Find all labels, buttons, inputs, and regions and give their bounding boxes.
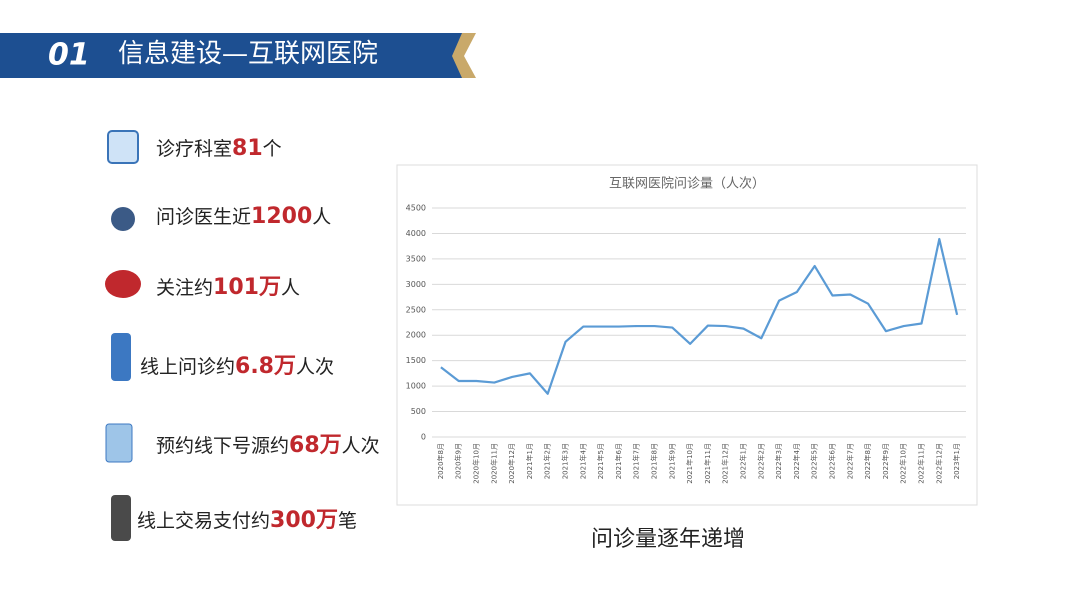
stat-line: 线上问诊约6.8万人次 xyxy=(140,354,334,379)
y-tick-label: 3500 xyxy=(406,254,426,263)
y-tick-label: 1500 xyxy=(406,356,426,365)
stat-suffix: 笔 xyxy=(338,510,357,532)
x-tick-label: 2022年11月 xyxy=(917,443,926,484)
x-tick-label: 2021年4月 xyxy=(578,443,587,479)
x-tick-label: 2021年5月 xyxy=(596,443,605,479)
icon-payment xyxy=(111,495,131,541)
stat-line: 问诊医生近1200人 xyxy=(156,204,331,229)
icon-document xyxy=(107,130,139,164)
x-tick-label: 2022年2月 xyxy=(756,443,765,479)
stat-line: 线上交易支付约300万笔 xyxy=(137,508,357,533)
stat-prefix: 问诊医生近 xyxy=(156,206,251,228)
stat-figure: 68万 xyxy=(289,433,342,458)
x-tick-label: 2021年1月 xyxy=(525,443,534,479)
x-tick-label: 2021年3月 xyxy=(561,443,570,479)
x-tick-label: 2022年6月 xyxy=(828,443,837,479)
x-tick-label: 2022年10月 xyxy=(899,443,908,484)
stat-line: 预约线下号源约68万人次 xyxy=(156,433,380,458)
stat-figure: 300万 xyxy=(270,508,338,533)
icon-booking xyxy=(105,423,133,463)
stat-line: 诊疗科室81个 xyxy=(156,136,282,161)
x-tick-label: 2021年9月 xyxy=(667,443,676,479)
data-line xyxy=(440,237,959,395)
y-tick-label: 2000 xyxy=(406,331,426,340)
stat-figure: 101万 xyxy=(213,275,281,300)
stat-prefix: 线上交易支付约 xyxy=(137,510,270,532)
y-tick-label: 0 xyxy=(421,433,426,442)
header-title: 信息建设—互联网医院 xyxy=(118,39,378,69)
header-chevron xyxy=(452,33,476,78)
stat-line: 关注约101万人 xyxy=(156,275,300,300)
stat-figure: 1200 xyxy=(251,204,312,229)
icons xyxy=(105,130,141,541)
y-tick-label: 500 xyxy=(411,407,426,416)
chart-caption: 问诊量逐年递增 xyxy=(591,527,745,552)
stat-prefix: 诊疗科室 xyxy=(156,138,232,160)
icon-heart xyxy=(105,270,141,298)
y-tick-label: 2500 xyxy=(406,305,426,314)
x-tick-label: 2021年12月 xyxy=(721,443,730,484)
x-tick-label: 2022年3月 xyxy=(774,443,783,479)
icon-doctor xyxy=(111,207,135,231)
x-tick-label: 2022年8月 xyxy=(863,443,872,479)
x-tick-label: 2021年10月 xyxy=(685,443,694,484)
stat-figure: 81 xyxy=(232,136,263,161)
header-number: 01 xyxy=(48,38,90,73)
stat-suffix: 人 xyxy=(281,277,300,299)
x-tick-label: 2021年8月 xyxy=(650,443,659,479)
stat-suffix: 个 xyxy=(263,138,282,160)
stat-prefix: 线上问诊约 xyxy=(140,356,235,378)
x-tick-label: 2020年8月 xyxy=(436,443,445,479)
x-tick-label: 2023年1月 xyxy=(952,443,961,479)
chart-title: 互联网医院问诊量（人次） xyxy=(609,176,765,192)
x-tick-label: 2022年4月 xyxy=(792,443,801,479)
x-tick-label: 2022年1月 xyxy=(739,443,748,479)
x-tick-label: 2022年7月 xyxy=(845,443,854,479)
stat-suffix: 人 xyxy=(312,206,331,228)
x-tick-label: 2021年11月 xyxy=(703,443,712,484)
x-tick-label: 2020年9月 xyxy=(454,443,463,479)
x-tick-label: 2021年2月 xyxy=(543,443,552,479)
y-tick-label: 4500 xyxy=(406,204,426,213)
stat-prefix: 关注约 xyxy=(156,277,213,299)
stat-suffix: 人次 xyxy=(342,435,380,457)
icon-phone xyxy=(111,333,131,381)
x-tick-label: 2020年12月 xyxy=(507,443,516,484)
x-tick-label: 2020年11月 xyxy=(489,443,498,484)
stat-figure: 6.8万 xyxy=(235,354,296,379)
x-tick-label: 2021年7月 xyxy=(632,443,641,479)
stat-suffix: 人次 xyxy=(296,356,334,378)
x-tick-label: 2022年9月 xyxy=(881,443,890,479)
stat-prefix: 预约线下号源约 xyxy=(156,435,289,457)
header-band xyxy=(0,33,470,78)
y-tick-label: 3000 xyxy=(406,280,426,289)
x-tick-label: 2022年5月 xyxy=(810,443,819,479)
y-tick-label: 4000 xyxy=(406,229,426,238)
x-tick-label: 2021年6月 xyxy=(614,443,623,479)
x-tick-label: 2022年12月 xyxy=(934,443,943,484)
x-tick-label: 2020年10月 xyxy=(472,443,481,484)
y-tick-label: 1000 xyxy=(406,382,426,391)
